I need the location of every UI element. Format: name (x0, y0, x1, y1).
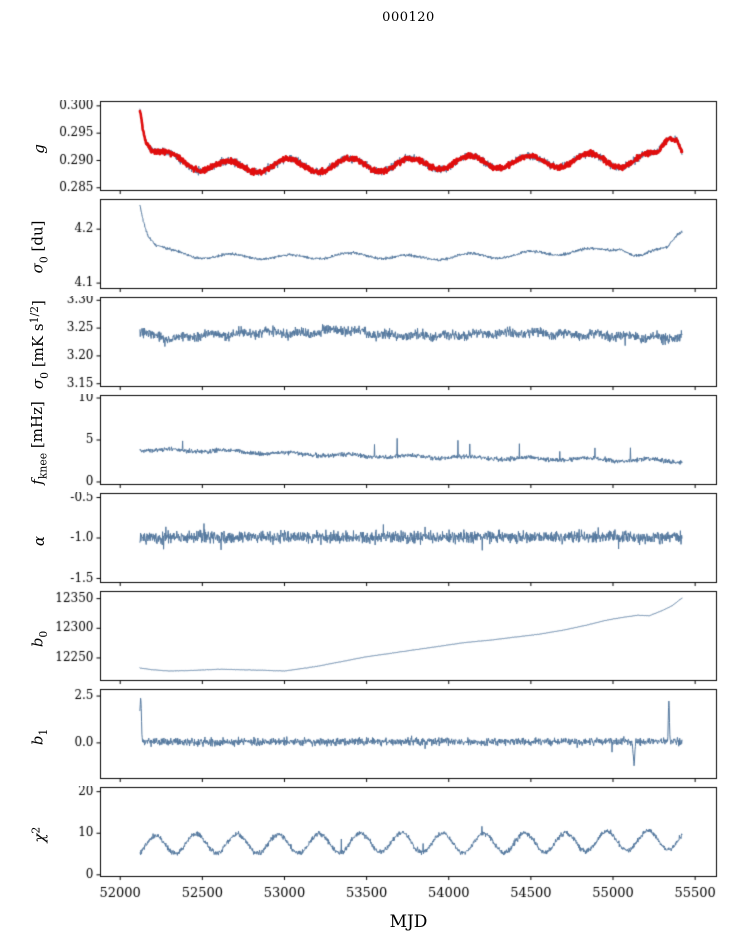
panel-g: g (0, 100, 729, 198)
plot-canvas-g (0, 100, 729, 198)
plot-canvas-sigma0-du (0, 198, 729, 296)
plot-canvas-sigma0-mks (0, 296, 729, 394)
panel-b1: b1 (0, 688, 729, 786)
x-axis-title: MJD (389, 912, 428, 932)
plot-canvas-b0 (0, 590, 729, 688)
panel-chi2: χ2 (0, 786, 729, 884)
panel-fknee: fknee [mHz] (0, 394, 729, 492)
panel-sigma0-du: σ0 [du] (0, 198, 729, 296)
panel-sigma0-mks: σ0 [mK s1/2] (0, 296, 729, 394)
plot-canvas-b1 (0, 688, 729, 786)
plot-canvas-fknee (0, 394, 729, 492)
plot-canvas-chi2 (0, 786, 729, 884)
x-axis-tick-labels (0, 884, 729, 910)
panels-container: g σ0 [du] σ0 [mK s1/2] fknee [mHz] α b0 b1 χ2 (0, 100, 729, 910)
figure-title: 000120 (382, 10, 435, 25)
panel-alpha: α (0, 492, 729, 590)
plot-canvas-alpha (0, 492, 729, 590)
panel-b0: b0 (0, 590, 729, 688)
